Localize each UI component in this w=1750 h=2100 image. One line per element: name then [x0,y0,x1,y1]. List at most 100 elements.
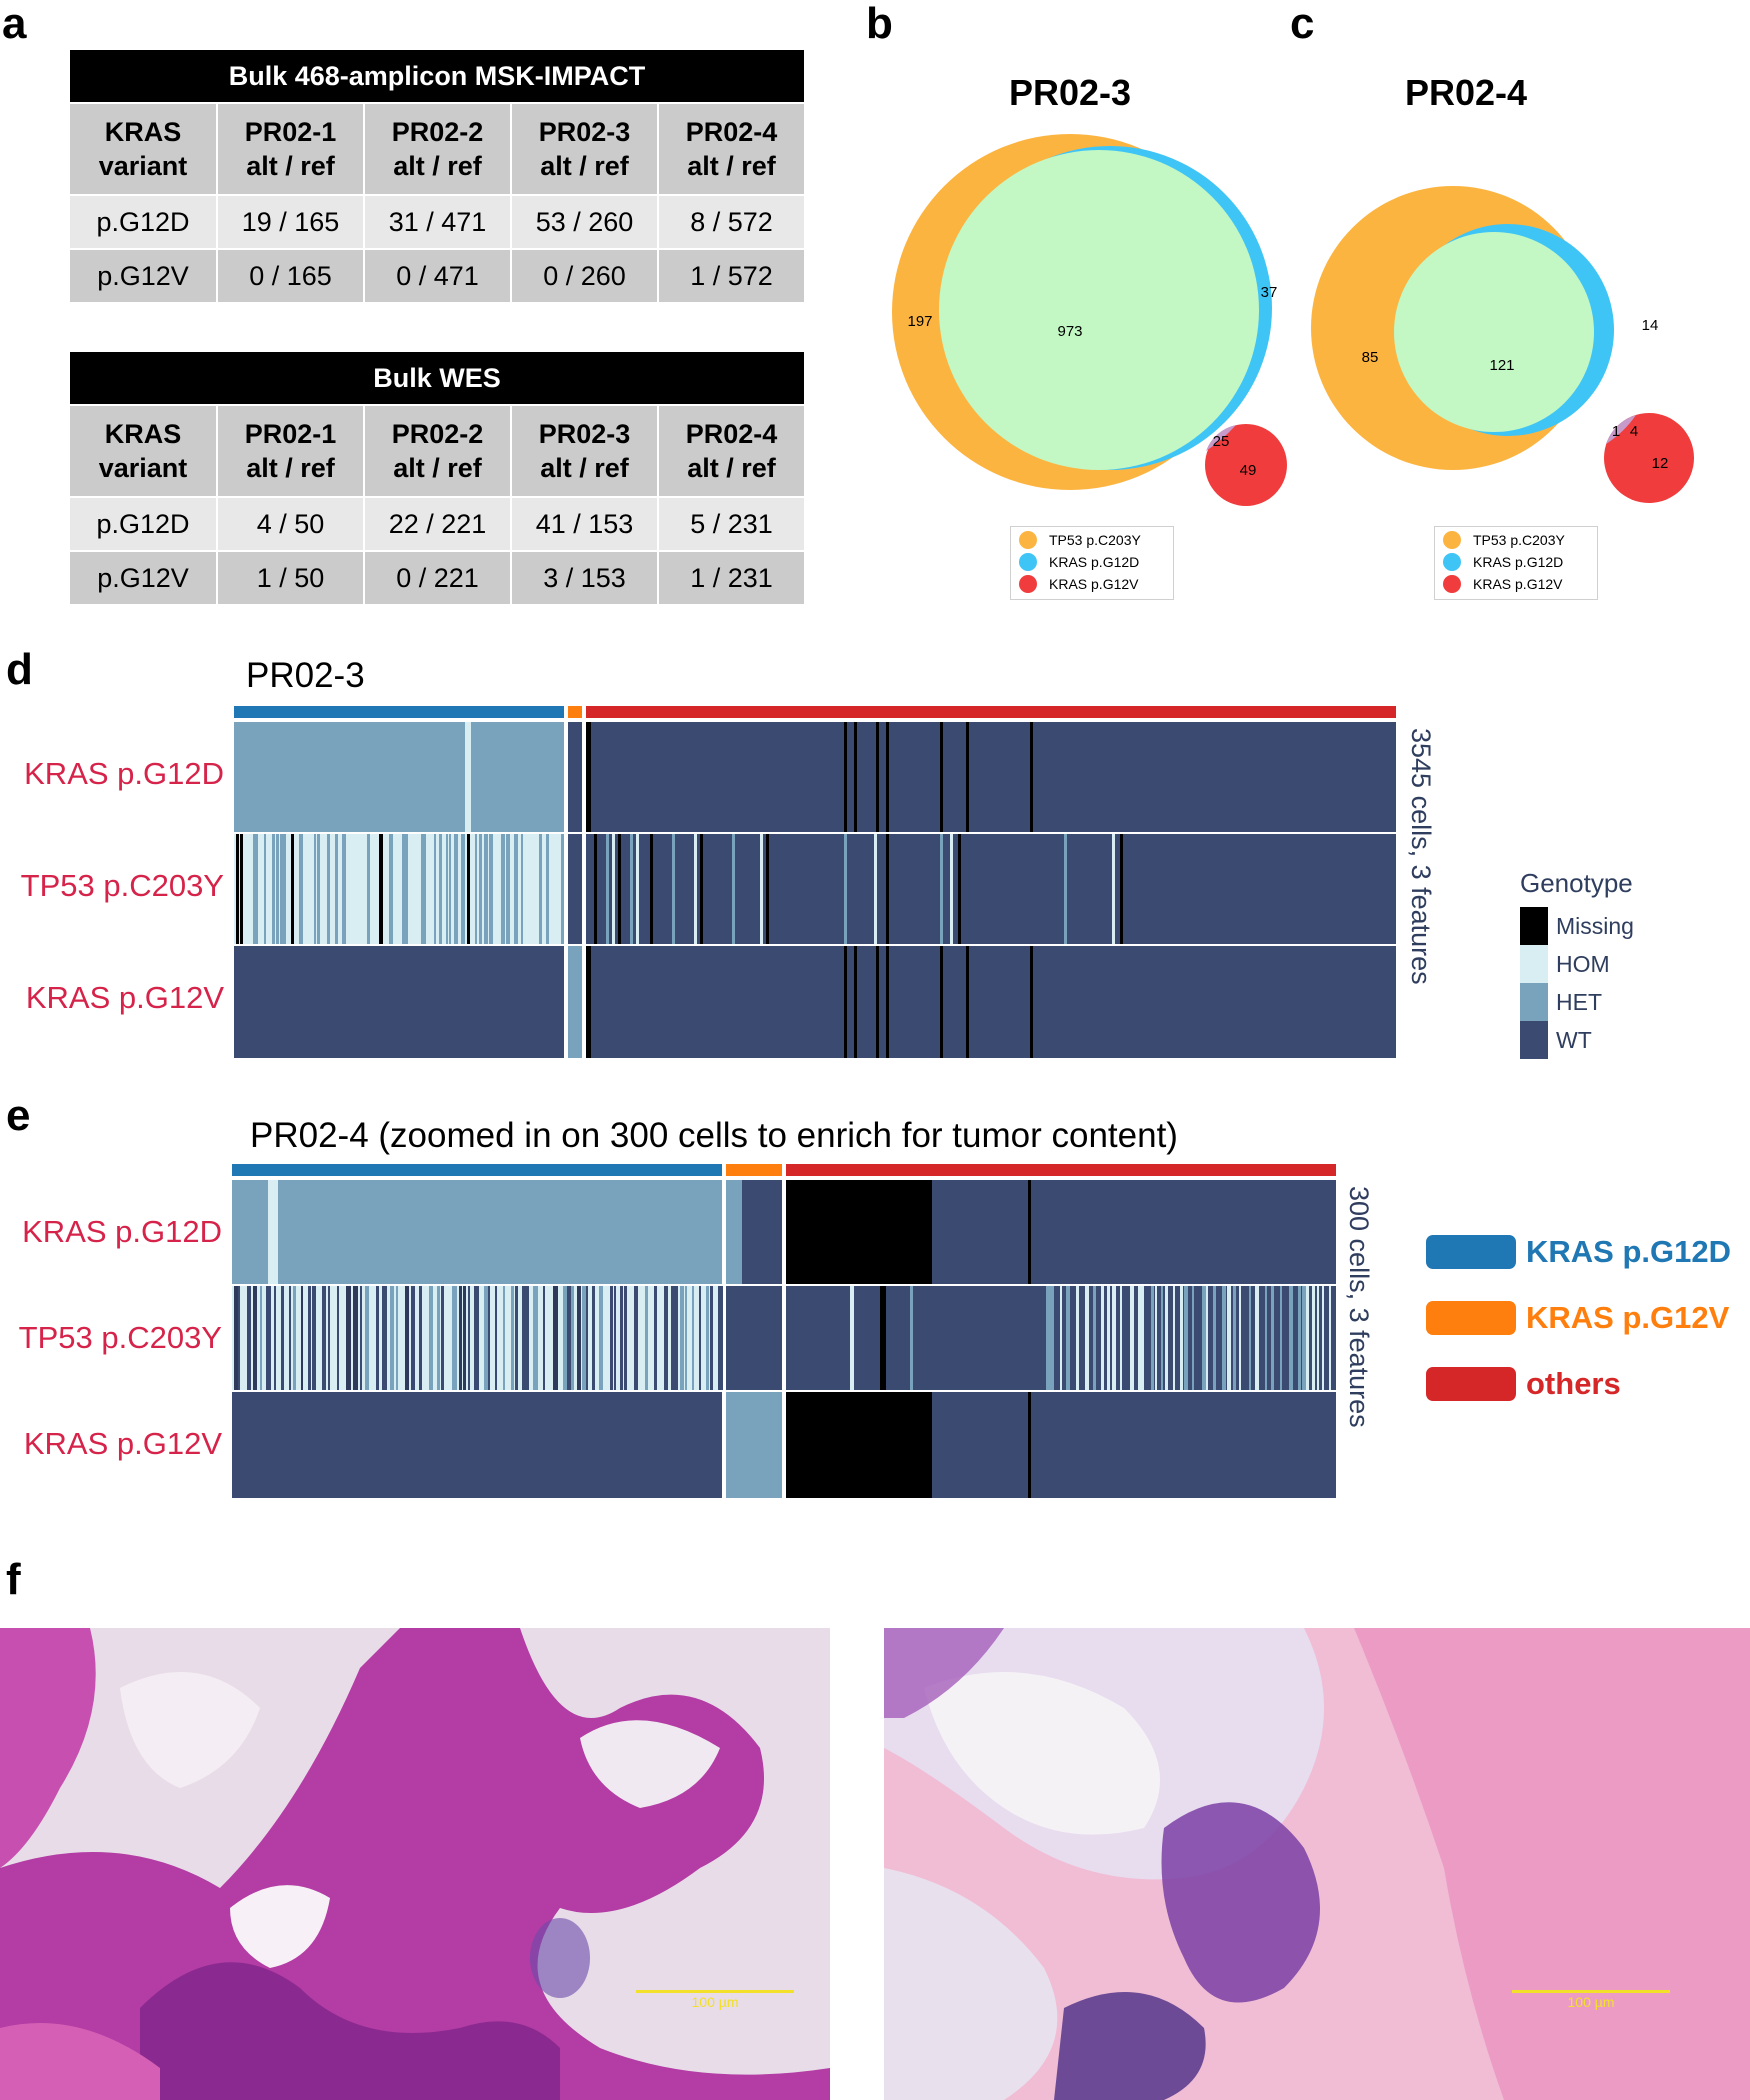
heatmap-cell [1151,1286,1154,1390]
heatmap-cell [280,834,284,944]
heatmap-cell [256,834,258,944]
heatmap-cell [1306,1286,1309,1390]
heatmap-e-row-label: KRAS p.G12D [22,1214,222,1249]
heatmap-cell [850,1286,854,1390]
heatmap-cell [337,1286,339,1390]
venn-c-count-triple: 1 [1612,423,1620,440]
heatmap-cell [886,834,889,944]
heatmap-cell [1112,834,1115,944]
heatmap-e-side-label: 300 cells, 3 features [1344,1186,1374,1428]
heatmap-cell [276,834,279,944]
heatmap-cell [706,1286,709,1390]
table-title: Bulk WES [67,350,807,406]
heatmap-cell [429,1286,433,1390]
heatmap-d-row-label: KRAS p.G12D [24,756,224,791]
heatmap-cell [1233,1286,1236,1390]
legend-item: KRAS p.G12D [1435,551,1597,573]
heatmap-cell [582,1286,586,1390]
tp53-swatch-icon [1019,531,1037,549]
heatmap-cell [1227,1286,1231,1390]
heatmap-cell [563,1286,568,1390]
venn-b-count-g12v-only: 49 [1240,462,1257,479]
heatmap-cell [236,834,239,944]
venn-c-count-tp53-g12d: 121 [1489,357,1514,374]
heatmap-cell [501,834,505,944]
heatmap-cell [844,722,847,832]
heatmap-cell [612,834,615,944]
cluster-bar-g12v [726,1164,782,1176]
heatmap-cell [274,1286,276,1390]
heatmap-cell [694,834,697,944]
heatmap-cell [599,1286,603,1390]
heatmap-cell [488,1286,490,1390]
heatmap-cell [588,946,591,1058]
heatmap-cell [475,834,477,944]
heatmap-cell [1060,1286,1062,1390]
table-title: Bulk 468-amplicon MSK-IMPACT [67,48,807,104]
heatmap-cell [521,834,523,944]
header-cell: PR02-3 alt / ref [510,404,659,498]
venn-b-count-overlap-g12v: 25 [1213,433,1230,450]
heatmap-cell [396,1286,398,1390]
heatmap-cell [561,834,564,944]
heatmap-e-title: PR02-4 (zoomed in on 300 cells to enrich… [250,1116,1178,1155]
heatmap-cell [718,1286,723,1390]
heatmap-d-side-label: 3545 cells, 3 features [1406,728,1436,985]
legend-item: KRAS p.G12V [1011,573,1173,595]
table-cell: 0 / 165 [216,248,365,304]
heatmap-cell [680,1286,684,1390]
venn-c-count-tp53-only: 85 [1362,349,1379,366]
heatmap-cell [1030,946,1033,1058]
g12d-swatch-icon [1019,553,1037,571]
heatmap-cell [284,834,286,944]
table-cell: 1 / 50 [216,550,365,606]
venn-b-diagram: 197 973 37 25 49 [892,134,1287,506]
scale-bar-label-left: 100 µm [691,1994,739,2010]
heatmap-cell [465,722,471,832]
heatmap-cell [1206,1286,1208,1390]
heatmap-cell [886,722,889,832]
table-cell: 1 / 231 [656,550,807,606]
table-cell: 0 / 260 [510,248,659,304]
heatmap-cell [950,834,953,944]
histology-image-left: 100 µm [0,1628,830,2100]
heatmap-cell [940,946,943,1058]
legend-item: HET [1520,983,1634,1021]
heatmap-e-row2-bg [726,1286,782,1390]
heatmap-cell [966,722,969,832]
table-cell: p.G12V [68,248,218,304]
legend-item: Missing [1520,907,1634,945]
venn-c-count-g12d-only: 14 [1642,317,1659,334]
heatmap-cell [317,834,320,944]
panel-label-b: b [866,0,893,48]
table-cell: 19 / 165 [216,194,365,250]
heatmap-cell [1255,1286,1259,1390]
table-cell: 5 / 231 [656,496,807,552]
heatmap-cell [260,1286,262,1390]
genotype-legend: Genotype Missing HOM HET WT [1520,868,1634,1059]
heatmap-cell [606,834,609,944]
legend-item: KRAS p.G12D [1426,1224,1731,1280]
panel-label-e: e [6,1091,31,1140]
heatmap-cell [1302,1286,1306,1390]
heatmap-cell [786,1180,932,1284]
venn-b-legend: TP53 p.C203Y KRAS p.G12D KRAS p.G12V [1010,526,1174,600]
heatmap-cell [461,834,465,944]
heatmap-cell [272,834,275,944]
heatmap-cell [594,834,597,944]
heatmap-d-row-label: KRAS p.G12V [25,980,224,1015]
heatmap-cell [441,1286,444,1390]
missing-swatch-icon [1520,907,1548,945]
heatmap-cell [247,1286,251,1390]
venn-c-triple-overlap [1606,415,1636,444]
table-cell: p.G12D [68,194,218,250]
table-cell: p.G12V [68,550,218,606]
scale-bar-left [636,1990,794,1993]
panel-label-d: d [6,645,33,694]
panel-label-f: f [6,1555,21,1604]
heatmap-e-row-label: TP53 p.C203Y [18,1320,222,1355]
heatmap-cell [439,834,442,944]
heatmap-cell [844,946,847,1058]
genotype-legend-title: Genotype [1520,868,1633,898]
heatmap-cell [1107,1286,1110,1390]
